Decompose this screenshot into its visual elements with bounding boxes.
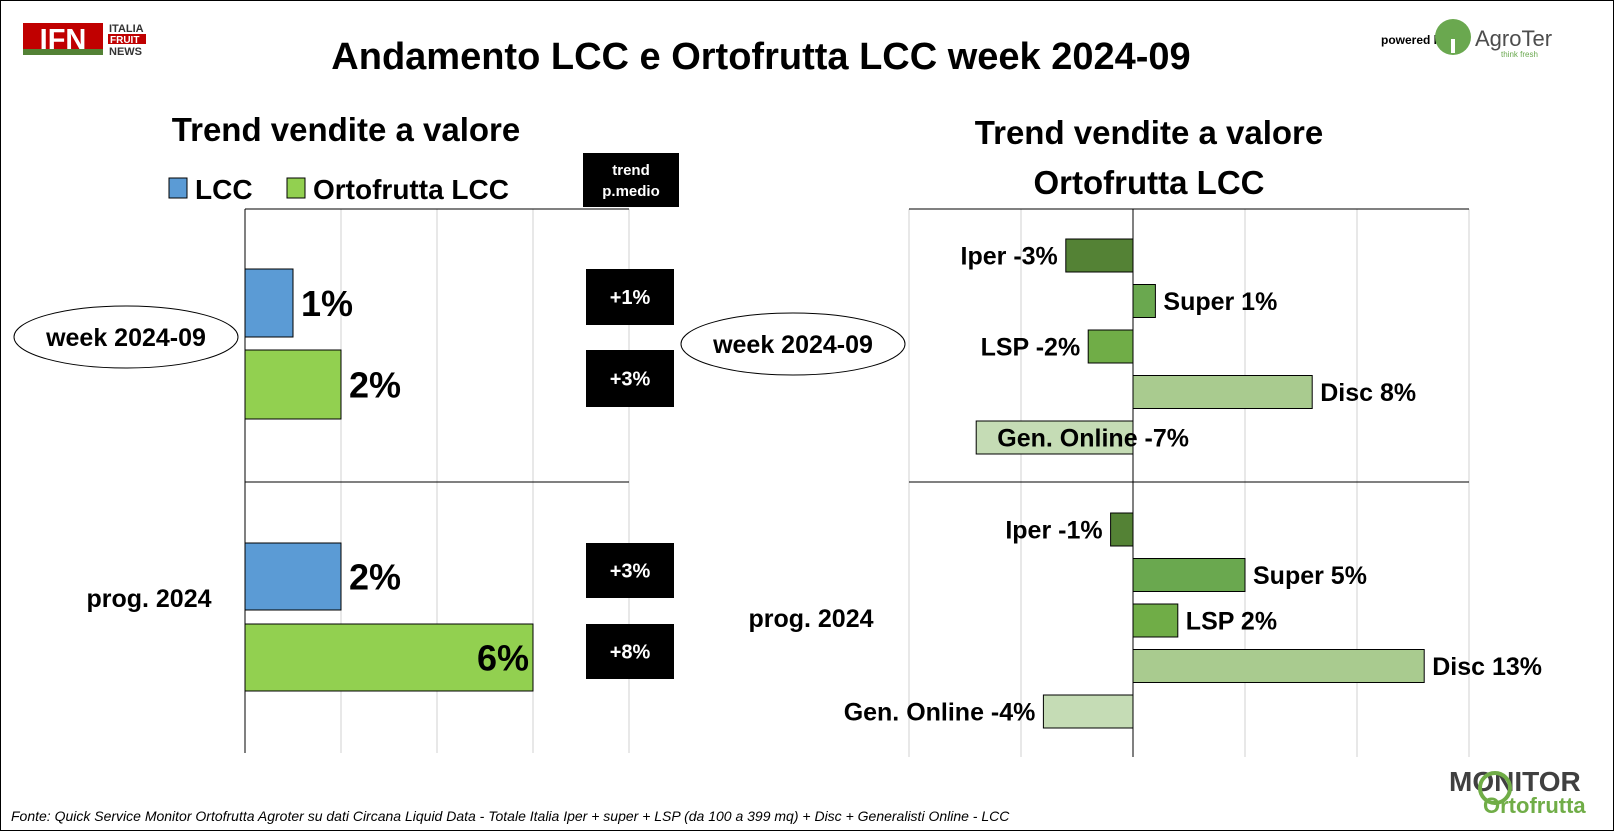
left-bar-label: 2% bbox=[349, 365, 401, 406]
right-bar bbox=[1132, 603, 1179, 638]
left-legend: LCC Ortofrutta LCC bbox=[168, 174, 509, 205]
right-bar-label: Gen. Online -7% bbox=[997, 425, 1189, 453]
left-bar-label: 1% bbox=[301, 283, 353, 324]
right-group-label: prog. 2024 bbox=[748, 605, 873, 633]
left-bar bbox=[244, 349, 342, 420]
price-trend-box bbox=[586, 269, 674, 325]
price-trend-value: +3% bbox=[610, 369, 651, 391]
right-bar-label: Iper -1% bbox=[1005, 517, 1102, 545]
left-bar bbox=[244, 542, 342, 611]
left-bar-label: 2% bbox=[349, 557, 401, 598]
right-bar bbox=[1132, 558, 1246, 592]
left-bar-label: 6% bbox=[477, 638, 529, 679]
ifn-logo-line2: FRUIT bbox=[110, 35, 139, 46]
right-plot-area: Iper -3% Super 1% LSP -2% Disc 8% Gen. Onlin… bbox=[680, 208, 1542, 757]
left-group-label-ellipse bbox=[13, 305, 239, 369]
right-bar-label: Gen. Online -4% bbox=[844, 699, 1036, 727]
left-chart: Trend vendite a valore LCC Ortofrutta LC… bbox=[13, 111, 679, 753]
right-bar bbox=[975, 420, 1134, 455]
monitor-logo-line1: MONITOR bbox=[1449, 766, 1581, 797]
left-chart-title: Trend vendite a valore bbox=[172, 111, 520, 148]
right-group-label: week 2024-09 bbox=[712, 331, 873, 359]
monitor-logo-line2: Ortofrutta bbox=[1483, 793, 1586, 818]
agroter-logo: powered by AgroTer think fresh bbox=[1381, 19, 1552, 59]
agroter-name: AgroTer bbox=[1475, 26, 1552, 51]
legend-label-lcc: LCC bbox=[195, 174, 253, 205]
magnifier-icon bbox=[1478, 771, 1512, 805]
right-chart-title-line2: Ortofrutta LCC bbox=[1034, 164, 1265, 201]
price-trend-header-box bbox=[583, 153, 679, 207]
right-chart-title-line1: Trend vendite a valore bbox=[975, 114, 1323, 151]
left-bar bbox=[244, 268, 294, 338]
price-trend-value: +3% bbox=[610, 561, 651, 583]
price-trend-box bbox=[586, 543, 674, 598]
right-bar-label: Iper -3% bbox=[961, 243, 1058, 271]
left-bar bbox=[244, 623, 534, 692]
tree-trunk-shape bbox=[1451, 39, 1455, 53]
legend-label-ortofrutta: Ortofrutta LCC bbox=[313, 174, 509, 205]
price-trend-header-line2: p.medio bbox=[602, 183, 660, 200]
ifn-logo-mark: IFN bbox=[40, 24, 87, 56]
page-title: Andamento LCC e Ortofrutta LCC week 2024… bbox=[331, 36, 1190, 78]
ifn-logo: IFN ITALIA FRUIT NEWS bbox=[23, 23, 146, 58]
right-bar-label: LSP 2% bbox=[1186, 608, 1277, 636]
right-bar-label: Super 1% bbox=[1163, 288, 1277, 316]
right-group-label-ellipse bbox=[680, 312, 906, 376]
right-bar bbox=[1132, 284, 1156, 318]
price-trend-header: trend p.medio bbox=[583, 153, 679, 207]
right-bar bbox=[1110, 512, 1134, 547]
tree-icon bbox=[1435, 19, 1471, 55]
right-bar-label: Disc 8% bbox=[1320, 379, 1416, 407]
price-trend-value: +8% bbox=[610, 642, 651, 664]
right-bar-label: Disc 13% bbox=[1432, 653, 1542, 681]
right-bar-label: Super 5% bbox=[1253, 562, 1367, 590]
right-bar bbox=[1087, 329, 1134, 364]
right-bar-label: LSP -2% bbox=[981, 334, 1081, 362]
price-trend-box bbox=[586, 624, 674, 679]
monitor-ortofrutta-logo: MONITOR Ortofrutta bbox=[1449, 766, 1586, 818]
legend-swatch-lcc bbox=[168, 177, 188, 199]
left-group-label: week 2024-09 bbox=[45, 324, 206, 352]
right-bar bbox=[1132, 375, 1313, 409]
source-note: Fonte: Quick Service Monitor Ortofrutta … bbox=[11, 808, 1010, 824]
left-group-label: prog. 2024 bbox=[86, 585, 211, 613]
price-trend-header-line1: trend bbox=[612, 162, 650, 179]
ifn-logo-line3: NEWS bbox=[109, 46, 142, 58]
right-bar bbox=[1132, 649, 1425, 683]
right-bar bbox=[1042, 694, 1134, 729]
right-chart: Trend vendite a valore Ortofrutta LCC Ip… bbox=[680, 114, 1542, 757]
ifn-logo-line1: ITALIA bbox=[109, 23, 144, 35]
price-trend-value: +1% bbox=[610, 287, 651, 309]
ifn-logo-fruit-bg bbox=[108, 34, 146, 44]
legend-swatch-ortofrutta bbox=[286, 177, 306, 199]
left-plot-area: 1% +1% 2% +3% week 2024-09 2% +3% 6% +8% prog. 20… bbox=[13, 208, 674, 753]
agroter-tagline: think fresh bbox=[1501, 50, 1538, 59]
ifn-logo-stripe-green bbox=[23, 49, 103, 55]
powered-by-label: powered by bbox=[1381, 33, 1448, 47]
price-trend-box bbox=[586, 350, 674, 407]
right-bar bbox=[1065, 238, 1134, 273]
